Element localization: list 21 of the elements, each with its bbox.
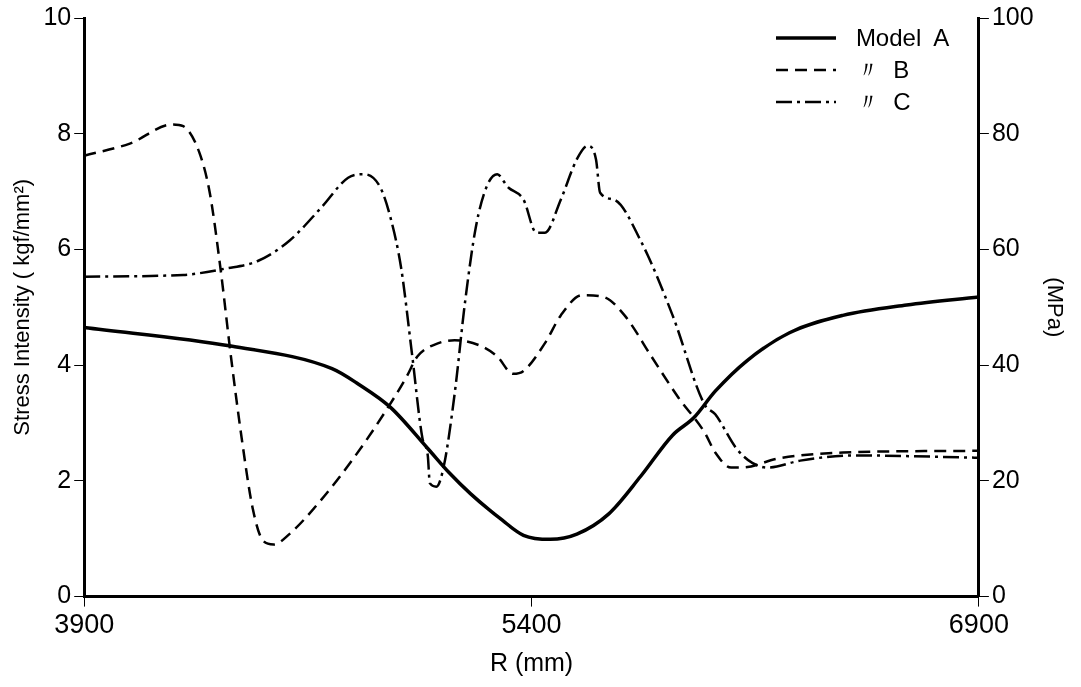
y-tick-label: 6 — [57, 233, 72, 262]
y2-tick-label: 60 — [991, 233, 1020, 262]
y-tick-label: 2 — [57, 464, 72, 493]
x-axis-title: R (mm) — [489, 647, 574, 676]
y-tick-label: 10 — [43, 1, 72, 30]
y2-tick-label: 80 — [991, 117, 1020, 146]
y2-tick-label: 0 — [991, 580, 1006, 609]
y-tick-label: 8 — [57, 117, 72, 146]
y2-tick-label: 20 — [991, 464, 1020, 493]
x-tick-label: 3900 — [54, 609, 115, 640]
y-axis-title: Stress Intensity ( kgf/mm²) — [9, 178, 35, 436]
y2-axis-title: (MPa) — [1042, 277, 1068, 338]
x-tick-label: 6900 — [948, 609, 1009, 640]
y2-tick-label: 40 — [991, 349, 1020, 378]
y2-tick-label: 100 — [991, 1, 1034, 30]
legend-label: Model A — [855, 24, 950, 52]
y-tick-label: 4 — [57, 349, 72, 378]
x-tick-label: 5400 — [501, 609, 562, 640]
legend-label: 〃 C — [855, 87, 911, 117]
y-tick-label: 0 — [57, 580, 72, 609]
legend-label: 〃 B — [855, 55, 910, 85]
